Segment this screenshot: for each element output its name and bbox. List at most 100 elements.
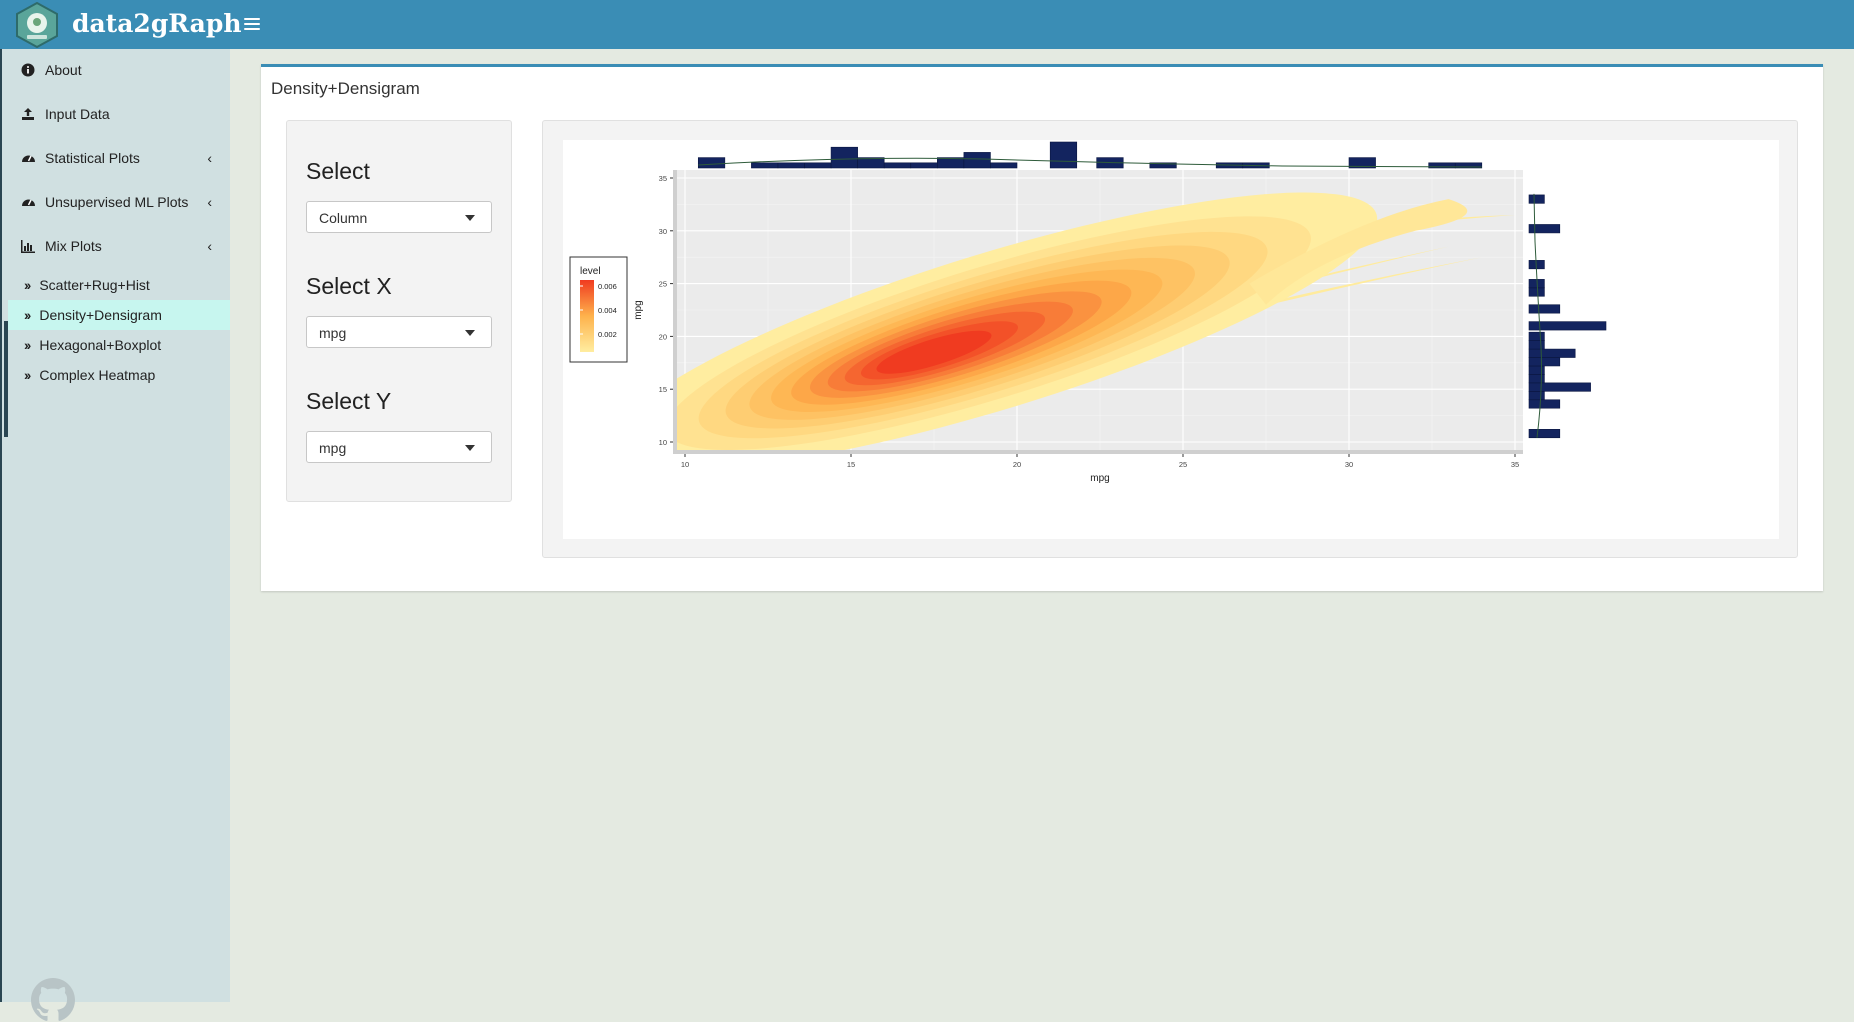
double-chevron-icon: ››: [24, 337, 31, 353]
double-chevron-icon: ››: [24, 277, 31, 293]
top-histogram-bar: [1049, 141, 1078, 169]
sidebar-subitem-label: Density+Densigram: [39, 307, 162, 323]
submenu-indicator: [4, 321, 8, 437]
controls-panel: Select Column Select X mpg Select Y mpg: [286, 120, 512, 502]
top-histogram-bar: [751, 162, 779, 169]
menu-toggle-icon[interactable]: [244, 15, 260, 33]
right-histogram-bar: [1528, 365, 1545, 375]
top-histogram-bar: [963, 152, 991, 169]
y-tick-label: 35: [659, 174, 667, 183]
dashboard-icon: [20, 194, 36, 210]
sidebar-subitem-density-densigram[interactable]: ›› Density+Densigram: [8, 300, 230, 330]
sidebar-item-label: Unsupervised ML Plots: [45, 194, 189, 210]
right-histogram-bar: [1528, 304, 1561, 314]
top-density-line: [698, 157, 1482, 168]
legend-box: [569, 256, 628, 363]
select-y-value: mpg: [319, 440, 347, 456]
right-histogram-bar: [1528, 429, 1561, 439]
select-x-label: Select X: [306, 273, 392, 299]
sidebar-item-unsupervised-ml-plots[interactable]: Unsupervised ML Plots ‹: [2, 184, 230, 220]
right-histogram-bar: [1528, 224, 1561, 234]
select-label: Select: [306, 158, 370, 184]
sidebar-item-mix-plots[interactable]: Mix Plots ‹: [2, 228, 230, 264]
bar-chart-icon: [20, 238, 36, 254]
box-title: Density+Densigram: [271, 79, 420, 98]
sidebar-subitem-label: Scatter+Rug+Hist: [39, 277, 150, 293]
x-tick-label: 15: [847, 460, 855, 469]
caret-down-icon: [465, 215, 475, 221]
select-y-dropdown[interactable]: mpg: [306, 431, 492, 463]
double-chevron-icon: ››: [24, 367, 31, 383]
select-x-dropdown[interactable]: mpg: [306, 316, 492, 348]
density-contour: [876, 330, 992, 374]
sidebar-item-statistical-plots[interactable]: Statistical Plots ‹: [2, 140, 230, 176]
content-box: Density+Densigram Select Column Select X…: [261, 64, 1823, 591]
sidebar-item-input-data[interactable]: Input Data: [2, 96, 230, 132]
sidebar-subitem-complex-heatmap[interactable]: ›› Complex Heatmap: [8, 360, 230, 390]
legend: level 0.006 0.004 0.002: [569, 256, 628, 363]
select-y-label: Select Y: [306, 388, 392, 414]
sidebar-item-label: Input Data: [45, 106, 110, 122]
sidebar-subitem-hexagonal-boxplot[interactable]: ›› Hexagonal+Boxplot: [8, 330, 230, 360]
y-tick-label: 30: [659, 227, 667, 236]
sidebar-item-label: About: [45, 62, 82, 78]
x-tick-label: 10: [681, 460, 689, 469]
sidebar-subitem-scatter-rug-hist[interactable]: ›› Scatter+Rug+Hist: [8, 270, 230, 300]
right-histogram-bar: [1528, 340, 1545, 350]
x-tick-label: 30: [1345, 460, 1353, 469]
select-column-dropdown[interactable]: Column: [306, 201, 492, 233]
y-axis-line: [673, 170, 677, 454]
right-histogram-bar: [1528, 374, 1545, 384]
select-column-value: Column: [319, 210, 368, 226]
density-contour: [1249, 199, 1468, 305]
density-layer: [677, 192, 1515, 450]
info-circle-icon: [20, 62, 36, 78]
chevron-left-icon: ‹: [207, 238, 212, 254]
top-histogram-bar: [883, 162, 912, 169]
top-histogram-bar: [1454, 162, 1483, 169]
legend-label: 0.006: [598, 282, 617, 291]
double-chevron-icon: ››: [24, 307, 31, 323]
y-tick-label: 15: [659, 385, 667, 394]
top-histogram-bar: [1149, 162, 1177, 169]
sidebar-subitem-label: Hexagonal+Boxplot: [39, 337, 162, 353]
x-tick-label: 25: [1179, 460, 1187, 469]
y-tick-label: 20: [659, 332, 667, 341]
legend-label: 0.002: [598, 330, 617, 339]
right-histogram-bar: [1528, 391, 1545, 401]
legend-title: level: [580, 266, 601, 277]
sidebar-item-label: Mix Plots: [45, 238, 102, 254]
sidebar-item-label: Statistical Plots: [45, 150, 140, 166]
sidebar: About Input Data Statistical Plots ‹ Uns…: [0, 49, 230, 1021]
y-axis-label: mpg: [633, 300, 644, 319]
github-icon[interactable]: [31, 978, 75, 1022]
sidebar-subitem-label: Complex Heatmap: [39, 367, 156, 383]
right-histogram-bar: [1528, 331, 1545, 341]
sidebar-item-about[interactable]: About: [2, 52, 230, 88]
plot-area: 10 15 20 25 30 35 10 15 20 25 30 35 mpg mpg level 0.0…: [563, 140, 1779, 539]
right-density-line: [1533, 193, 1542, 438]
dashboard-icon: [20, 150, 36, 166]
legend-label: 0.004: [598, 306, 617, 315]
legend-colorbar: [580, 280, 594, 352]
select-x-value: mpg: [319, 325, 347, 341]
top-histogram-bar: [777, 162, 805, 169]
caret-down-icon: [465, 445, 475, 451]
chevron-left-icon: ‹: [207, 150, 212, 166]
top-histogram-bar: [697, 157, 726, 169]
top-histogram-bar: [804, 162, 832, 169]
x-axis-label: mpg: [1090, 473, 1109, 484]
top-histogram-bar: [937, 157, 965, 169]
y-tick-label: 25: [659, 280, 667, 289]
app-logo: [16, 2, 58, 48]
x-tick-label: 35: [1511, 460, 1519, 469]
top-histogram-bar: [990, 162, 1018, 169]
top-histogram-bar: [910, 162, 938, 169]
right-histogram-bar: [1528, 194, 1545, 204]
right-histogram-bar: [1528, 399, 1561, 409]
right-histogram-bar: [1528, 348, 1576, 358]
right-histogram-bar: [1528, 382, 1591, 392]
caret-down-icon: [465, 330, 475, 336]
chevron-left-icon: ‹: [207, 194, 212, 210]
upload-icon: [20, 106, 36, 122]
